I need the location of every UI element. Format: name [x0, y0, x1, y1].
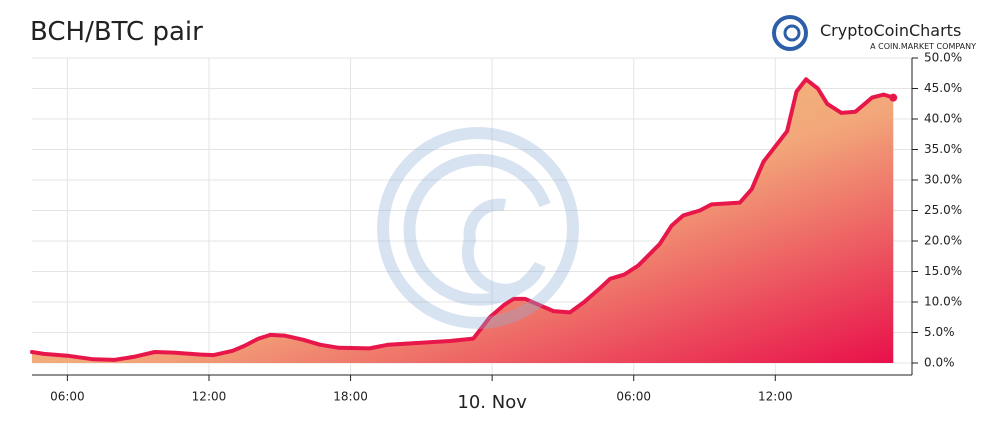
x-tick-label: 10. Nov — [457, 392, 527, 413]
y-tick-label: 50.0% — [924, 51, 962, 65]
y-tick-label: 25.0% — [924, 203, 962, 217]
x-tick-label: 06:00 — [616, 390, 651, 404]
logo-tagline: A COIN.MARKET COMPANY — [870, 42, 976, 51]
y-tick-label: 35.0% — [924, 142, 962, 156]
x-tick-label: 12:00 — [758, 390, 793, 404]
end-marker — [889, 93, 898, 102]
y-tick-label: 10.0% — [924, 295, 962, 309]
watermark — [377, 127, 579, 329]
y-tick-label: 40.0% — [924, 112, 962, 126]
logo-name: CryptoCoinCharts — [820, 21, 961, 40]
x-tick-label: 12:00 — [192, 390, 227, 404]
y-tick-label: 5.0% — [924, 325, 955, 339]
y-tick-label: 45.0% — [924, 81, 962, 95]
y-tick-label: 20.0% — [924, 234, 962, 248]
chart-title: BCH/BTC pair — [30, 17, 203, 47]
area — [32, 79, 894, 364]
y-tick-label: 0.0% — [924, 356, 955, 370]
logo: CryptoCoinCharts A COIN.MARKET COMPANY — [772, 15, 976, 51]
y-tick-label: 30.0% — [924, 173, 962, 187]
x-tick-label: 06:00 — [50, 390, 85, 404]
line — [30, 77, 896, 362]
y-tick-label: 15.0% — [924, 264, 962, 278]
x-tick-label: 18:00 — [333, 390, 368, 404]
